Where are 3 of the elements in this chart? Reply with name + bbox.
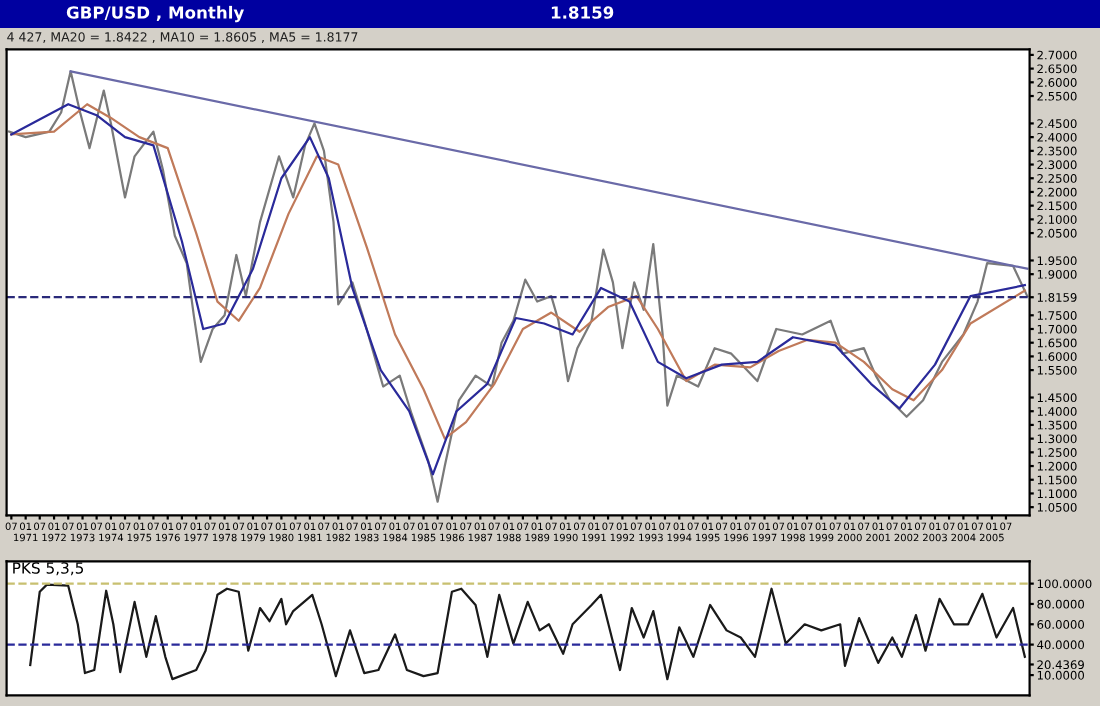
line-series [29,583,1026,681]
chart-title: GBP/USD , Monthly [66,5,244,23]
text: 1.8159 [551,6,614,19]
